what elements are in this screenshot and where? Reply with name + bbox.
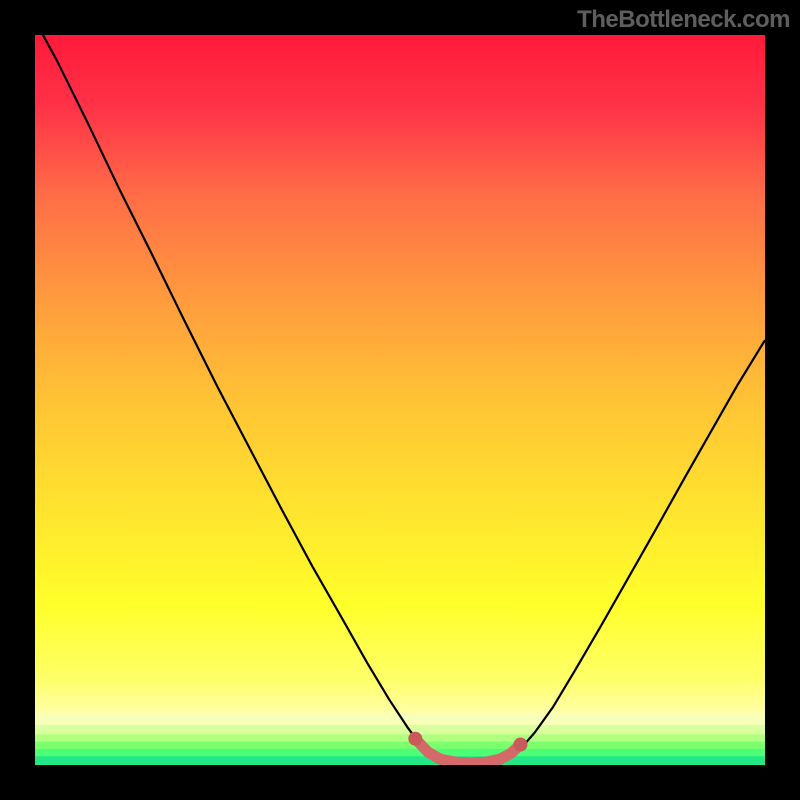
watermark-text: TheBottleneck.com	[577, 6, 790, 34]
highlight-endpoint-marker	[408, 732, 422, 746]
plot-svg	[35, 35, 765, 765]
chart-container: TheBottleneck.com	[0, 0, 800, 800]
highlight-endpoint-marker	[513, 738, 527, 752]
plot-area	[35, 35, 765, 765]
